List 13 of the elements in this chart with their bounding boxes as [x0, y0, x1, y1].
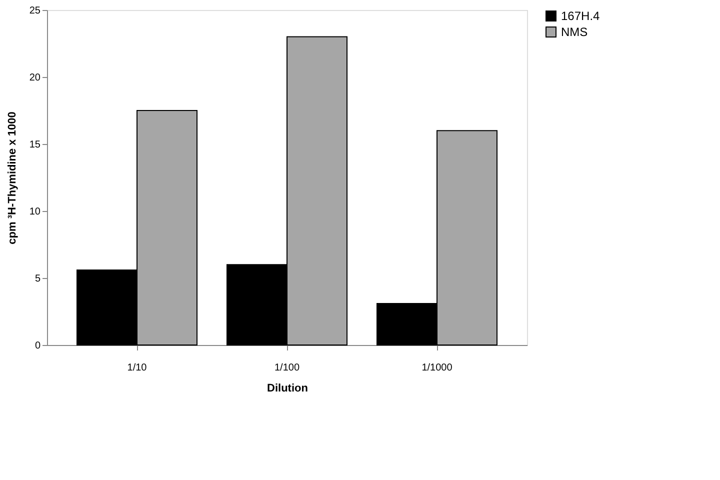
x-tick-label: 1/10: [127, 362, 148, 374]
y-tick-label: 5: [34, 274, 41, 284]
y-tick-label: 15: [29, 140, 41, 150]
x-axis-title: Dilution: [267, 382, 308, 394]
legend-label: NMS: [561, 25, 588, 39]
y-tick-label: 0: [34, 340, 41, 352]
legend-label: 167H.4: [561, 9, 600, 23]
y-axis-title: cpm ³H-Thymidine x 1000: [6, 112, 18, 244]
x-tick-label: 1/1000: [422, 362, 453, 374]
y-tick-label: 25: [29, 6, 41, 16]
x-tick-label: 1/100: [274, 362, 300, 374]
y-tick-label: 10: [29, 206, 41, 218]
y-tick-label: 20: [29, 72, 41, 84]
